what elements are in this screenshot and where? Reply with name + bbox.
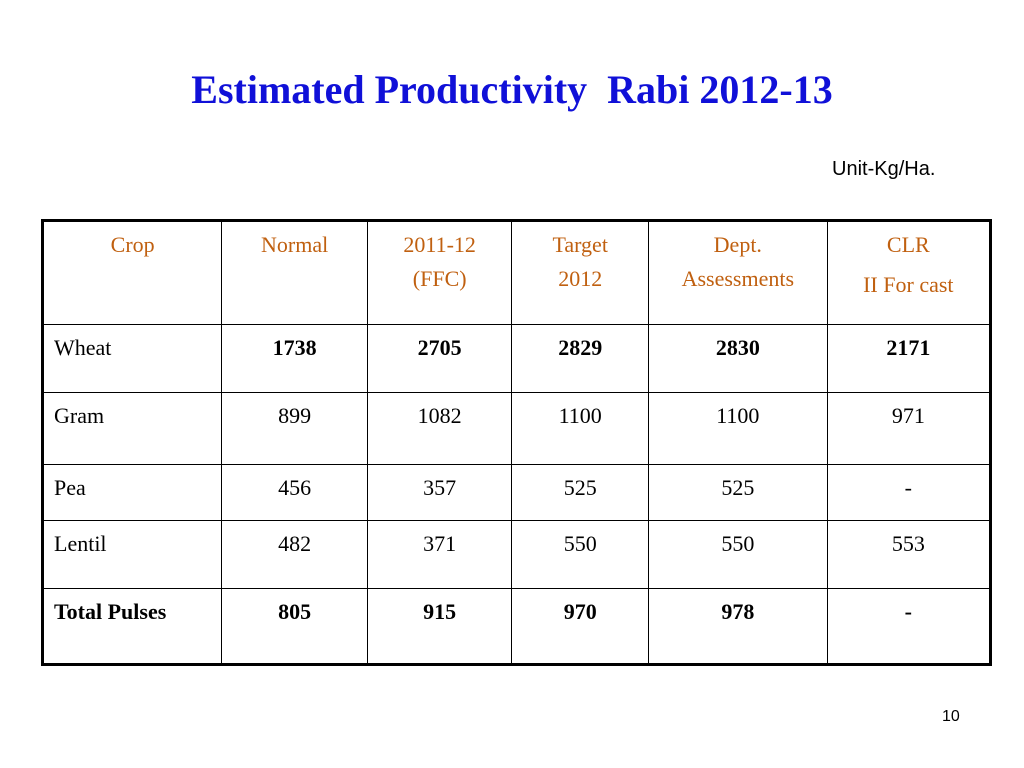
cell-value: 525 (511, 464, 649, 521)
cell-value: - (826, 464, 992, 521)
table-row-total: Total Pulses 805 915 970 978 - (41, 588, 992, 665)
header-target-2012: Target 2012 (511, 220, 649, 325)
unit-label: Unit-Kg/Ha. (832, 158, 936, 180)
cell-value: 915 (366, 588, 513, 665)
header-2011-12-ffc: 2011-12 (FFC) (366, 220, 513, 325)
cell-value: 805 (221, 588, 368, 665)
cell-value: 2829 (511, 324, 649, 393)
header-clr-forecast: CLR II For cast (826, 220, 992, 325)
cell-value: 978 (647, 588, 828, 665)
header-crop: Crop (41, 220, 223, 325)
cell-value: 482 (221, 520, 368, 589)
cell-value: 553 (826, 520, 992, 589)
page-number: 10 (942, 708, 960, 725)
cell-value: 550 (647, 520, 828, 589)
cell-value: 2830 (647, 324, 828, 393)
table-row: Lentil 482 371 550 550 553 (41, 520, 992, 589)
cell-value: 1738 (221, 324, 368, 393)
cell-crop: Gram (41, 392, 223, 465)
cell-crop: Pea (41, 464, 223, 521)
cell-value: 2171 (826, 324, 992, 393)
cell-crop: Wheat (41, 324, 223, 393)
cell-value: 1100 (647, 392, 828, 465)
cell-value: 456 (221, 464, 368, 521)
cell-value: 970 (511, 588, 649, 665)
header-normal: Normal (221, 220, 368, 325)
cell-crop: Lentil (41, 520, 223, 589)
header-dept-assessments: Dept. Assessments (647, 220, 828, 325)
cell-crop: Total Pulses (41, 588, 223, 665)
table-header-row: Crop Normal 2011-12 (FFC) Target 2012 De… (41, 220, 992, 325)
cell-value: 1100 (511, 392, 649, 465)
productivity-table: Crop Normal 2011-12 (FFC) Target 2012 De… (41, 219, 992, 666)
table-row: Gram 899 1082 1100 1100 971 (41, 392, 992, 465)
table-row: Pea 456 357 525 525 - (41, 464, 992, 521)
cell-value: 371 (366, 520, 513, 589)
table-row: Wheat 1738 2705 2829 2830 2171 (41, 324, 992, 393)
cell-value: 1082 (366, 392, 513, 465)
cell-value: - (826, 588, 992, 665)
slide-title: Estimated Productivity Rabi 2012-13 (191, 67, 833, 112)
cell-value: 525 (647, 464, 828, 521)
cell-value: 2705 (366, 324, 513, 393)
cell-value: 971 (826, 392, 992, 465)
cell-value: 550 (511, 520, 649, 589)
cell-value: 899 (221, 392, 368, 465)
cell-value: 357 (366, 464, 513, 521)
